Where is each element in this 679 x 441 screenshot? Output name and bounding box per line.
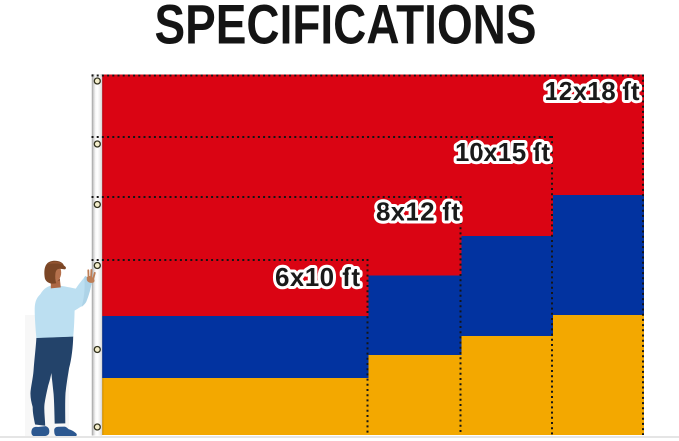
- svg-text:10x15 ft: 10x15 ft: [455, 137, 550, 167]
- svg-text:6x10 ft: 6x10 ft: [275, 262, 360, 292]
- svg-text:12x18 ft: 12x18 ft: [545, 76, 640, 106]
- svg-text:SPECIFICATIONS: SPECIFICATIONS: [155, 0, 537, 56]
- svg-text:8x12 ft: 8x12 ft: [376, 197, 460, 227]
